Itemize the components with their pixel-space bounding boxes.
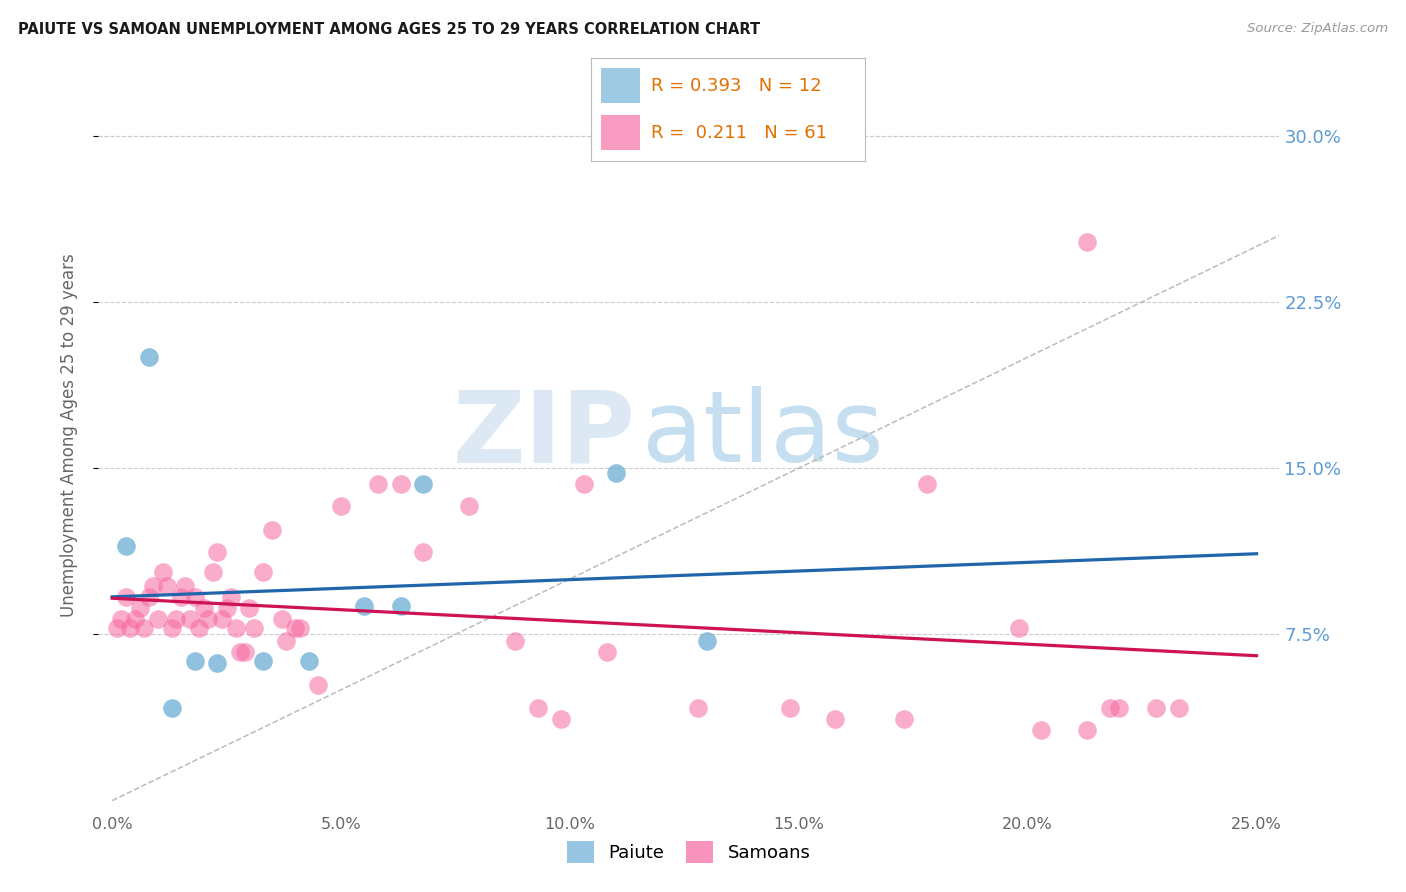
Point bbox=[225, 621, 247, 635]
Point bbox=[270, 612, 292, 626]
Point bbox=[128, 600, 150, 615]
Point bbox=[193, 600, 215, 615]
Point bbox=[298, 654, 321, 668]
Point bbox=[1076, 723, 1098, 737]
Point bbox=[179, 612, 201, 626]
Point bbox=[824, 712, 846, 726]
Point bbox=[274, 634, 297, 648]
Point bbox=[142, 579, 165, 593]
Point bbox=[197, 612, 219, 626]
Point bbox=[779, 700, 801, 714]
Point bbox=[367, 476, 389, 491]
Point bbox=[120, 621, 142, 635]
Point bbox=[233, 645, 256, 659]
Point bbox=[330, 499, 353, 513]
Point bbox=[152, 566, 174, 580]
Point bbox=[389, 476, 412, 491]
Text: R =  0.211   N = 61: R = 0.211 N = 61 bbox=[651, 124, 827, 142]
Point bbox=[183, 590, 205, 604]
Point bbox=[458, 499, 481, 513]
Point bbox=[1144, 700, 1167, 714]
Point bbox=[1099, 700, 1122, 714]
Point bbox=[146, 612, 169, 626]
Point bbox=[174, 579, 197, 593]
Point bbox=[134, 621, 156, 635]
Point bbox=[238, 600, 260, 615]
Point bbox=[170, 590, 193, 604]
Text: atlas: atlas bbox=[641, 386, 883, 483]
Text: Source: ZipAtlas.com: Source: ZipAtlas.com bbox=[1247, 22, 1388, 36]
Point bbox=[138, 590, 160, 604]
Point bbox=[893, 712, 915, 726]
Point bbox=[188, 621, 211, 635]
Point bbox=[183, 654, 205, 668]
Point bbox=[215, 600, 238, 615]
Point bbox=[1007, 621, 1029, 635]
Point bbox=[105, 621, 128, 635]
Point bbox=[688, 700, 710, 714]
Point bbox=[284, 621, 307, 635]
Point bbox=[115, 539, 138, 553]
Point bbox=[165, 612, 187, 626]
Point bbox=[353, 599, 375, 613]
Point bbox=[243, 621, 266, 635]
Point bbox=[156, 579, 179, 593]
Point bbox=[160, 700, 183, 714]
Point bbox=[550, 712, 572, 726]
Point bbox=[1076, 235, 1098, 249]
Text: R = 0.393   N = 12: R = 0.393 N = 12 bbox=[651, 77, 821, 95]
Y-axis label: Unemployment Among Ages 25 to 29 years: Unemployment Among Ages 25 to 29 years bbox=[59, 253, 77, 616]
Point bbox=[207, 656, 229, 670]
Point bbox=[211, 612, 233, 626]
Point bbox=[124, 612, 146, 626]
Point bbox=[252, 566, 274, 580]
Point bbox=[1108, 700, 1130, 714]
Point bbox=[110, 612, 132, 626]
Point bbox=[229, 645, 252, 659]
Point bbox=[307, 678, 329, 692]
Point bbox=[115, 590, 138, 604]
Point bbox=[412, 476, 434, 491]
Point bbox=[138, 351, 160, 365]
Legend: Paiute, Samoans: Paiute, Samoans bbox=[560, 834, 818, 871]
Point bbox=[252, 654, 274, 668]
Point bbox=[696, 634, 718, 648]
Point bbox=[219, 590, 242, 604]
Point bbox=[1031, 723, 1053, 737]
Point bbox=[572, 476, 595, 491]
Point bbox=[262, 523, 284, 537]
Point bbox=[412, 545, 434, 559]
Point bbox=[503, 634, 526, 648]
Point bbox=[288, 621, 311, 635]
Point bbox=[201, 566, 224, 580]
Point bbox=[207, 545, 229, 559]
Text: PAIUTE VS SAMOAN UNEMPLOYMENT AMONG AGES 25 TO 29 YEARS CORRELATION CHART: PAIUTE VS SAMOAN UNEMPLOYMENT AMONG AGES… bbox=[18, 22, 761, 37]
Point bbox=[595, 645, 617, 659]
Point bbox=[1167, 700, 1189, 714]
Point bbox=[389, 599, 412, 613]
Point bbox=[605, 466, 627, 480]
Text: ZIP: ZIP bbox=[453, 386, 636, 483]
Point bbox=[527, 700, 550, 714]
Point bbox=[915, 476, 938, 491]
Bar bbox=[602, 115, 640, 150]
Bar bbox=[602, 69, 640, 103]
Point bbox=[160, 621, 183, 635]
